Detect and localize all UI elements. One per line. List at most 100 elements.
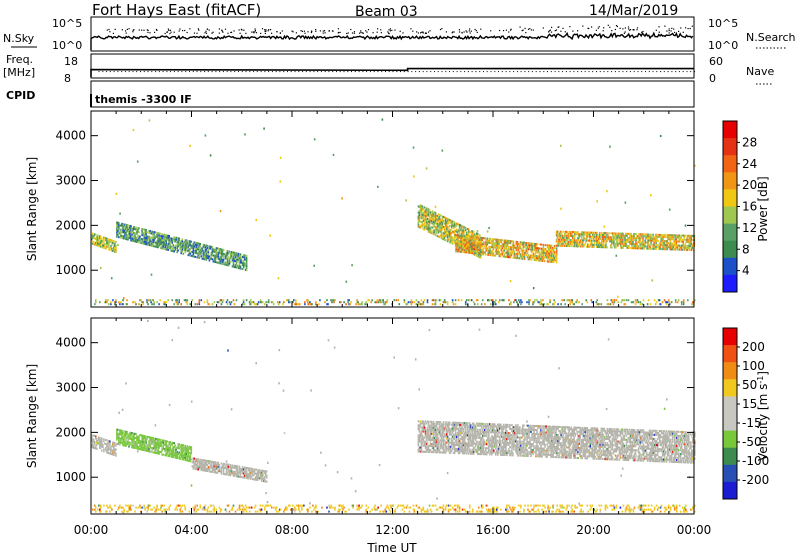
nave-point bbox=[426, 71, 428, 73]
echo-cell bbox=[100, 447, 102, 450]
echo-cell bbox=[451, 222, 454, 225]
echo-cell bbox=[427, 224, 430, 227]
echo-cell bbox=[431, 212, 434, 215]
echo-cell bbox=[192, 249, 195, 252]
echo-cell bbox=[110, 303, 112, 306]
echo-cell bbox=[569, 301, 571, 304]
echo-cell bbox=[525, 254, 528, 257]
echo-cell bbox=[148, 436, 150, 439]
echo-cell bbox=[166, 244, 168, 247]
echo-cell bbox=[216, 465, 219, 468]
echo-cell bbox=[470, 251, 472, 254]
echo-cell bbox=[117, 229, 119, 232]
echo-cell bbox=[655, 241, 657, 244]
echo-cell bbox=[117, 428, 119, 431]
echo-cell bbox=[182, 446, 185, 449]
echo-cell bbox=[98, 442, 100, 445]
echo-cell bbox=[478, 242, 480, 245]
echo-cell bbox=[97, 242, 99, 245]
echo-cell bbox=[125, 232, 127, 234]
echo-cell bbox=[129, 237, 131, 239]
echo-cell bbox=[192, 459, 195, 462]
echo-cell bbox=[566, 236, 569, 239]
echo-cell bbox=[145, 229, 147, 232]
nsearch-point bbox=[254, 28, 256, 30]
nave-point bbox=[494, 71, 496, 73]
echo-cell bbox=[108, 448, 110, 451]
echo-cell bbox=[125, 225, 127, 228]
echo-cell bbox=[162, 439, 164, 442]
echo-cell bbox=[669, 246, 671, 249]
nsearch-point bbox=[394, 29, 396, 31]
echo-cell bbox=[593, 245, 595, 248]
echo-cell bbox=[662, 236, 664, 238]
echo-cell bbox=[424, 210, 427, 213]
echo-cell bbox=[635, 237, 637, 240]
echo-cell bbox=[489, 246, 492, 248]
echo-cell bbox=[418, 440, 421, 443]
echo-cell bbox=[479, 240, 481, 243]
echo-cell bbox=[557, 238, 560, 241]
echo-cell bbox=[113, 246, 115, 249]
echo-cell bbox=[136, 435, 138, 438]
echo-cell bbox=[438, 226, 441, 229]
echo-cell bbox=[611, 242, 613, 245]
echo-cell bbox=[443, 301, 446, 304]
echo-cell bbox=[232, 263, 235, 266]
echo-cell bbox=[188, 447, 191, 450]
echo-cell bbox=[153, 439, 155, 442]
echo-cell bbox=[151, 232, 153, 235]
echo-cell bbox=[154, 241, 156, 244]
echo-cell bbox=[417, 444, 420, 447]
echo-cell bbox=[245, 261, 248, 263]
echo-cell bbox=[158, 444, 160, 447]
echo-cell bbox=[510, 301, 512, 304]
echo-cell bbox=[138, 435, 140, 438]
echo-cell bbox=[472, 250, 474, 253]
echo-cell bbox=[455, 246, 457, 249]
nsearch-point bbox=[169, 29, 171, 31]
echo-cell bbox=[248, 475, 251, 478]
echo-cell bbox=[566, 230, 569, 233]
echo-cell bbox=[434, 451, 437, 454]
echo-cell bbox=[429, 430, 432, 433]
nsearch-point bbox=[301, 30, 303, 32]
echo-cell bbox=[510, 246, 513, 249]
power-colorbar-label: Power [dB] bbox=[756, 176, 770, 241]
echo-cell bbox=[557, 240, 560, 243]
echo-cell bbox=[170, 449, 172, 452]
echo-cell bbox=[635, 233, 637, 236]
nsearch-point bbox=[243, 29, 245, 31]
echo-cell bbox=[589, 233, 591, 236]
echo-cell bbox=[531, 244, 534, 247]
echo-cell bbox=[253, 478, 256, 481]
echo-cell bbox=[564, 240, 567, 243]
echo-cell bbox=[235, 299, 238, 302]
echo-cell bbox=[161, 453, 163, 456]
echo-cell bbox=[566, 241, 569, 243]
echo-cell bbox=[548, 246, 551, 249]
echo-cell bbox=[478, 248, 480, 251]
echo-cell bbox=[120, 431, 122, 434]
nsearch-point bbox=[208, 29, 210, 31]
echo-cell bbox=[487, 299, 489, 302]
echo-cell bbox=[537, 301, 539, 304]
echo-cell bbox=[522, 249, 525, 252]
echo-cell bbox=[434, 433, 437, 436]
echo-cell bbox=[567, 243, 570, 245]
echo-cell bbox=[460, 229, 463, 231]
echo-cell bbox=[662, 238, 664, 240]
echo-cell bbox=[426, 299, 429, 302]
echo-cell bbox=[454, 242, 457, 245]
echo-cell bbox=[517, 257, 520, 260]
echo-cell bbox=[434, 226, 437, 229]
echo-cell bbox=[95, 237, 97, 240]
echo-cell bbox=[653, 247, 655, 250]
echo-cell bbox=[447, 234, 450, 237]
echo-cell bbox=[418, 424, 421, 427]
echo-cell bbox=[679, 238, 681, 241]
echo-cell bbox=[138, 237, 140, 240]
echo-cell bbox=[161, 439, 163, 442]
echo-cell bbox=[511, 240, 514, 243]
echo-cell bbox=[591, 243, 593, 246]
